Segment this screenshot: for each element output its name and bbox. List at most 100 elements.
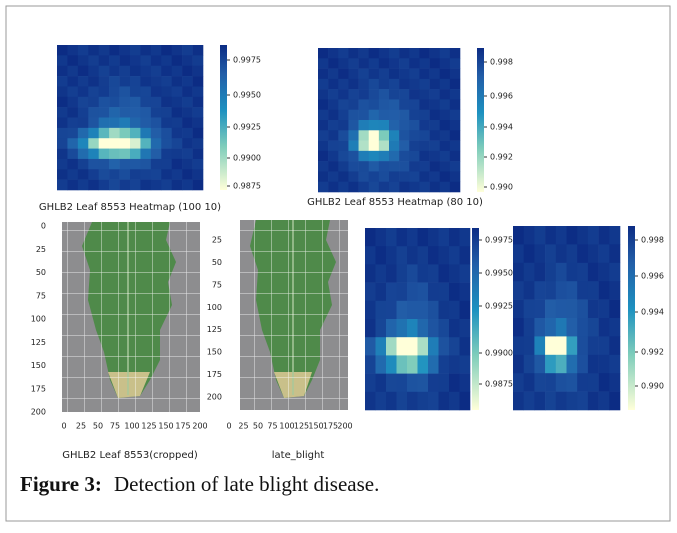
- heatmap-cell: [396, 246, 408, 265]
- heatmap-cell: [386, 373, 397, 393]
- heatmap-cell: [77, 76, 89, 87]
- heatmap-cell: [57, 179, 68, 191]
- heatmap-cell: [375, 355, 387, 374]
- heatmap-cell: [513, 226, 524, 245]
- heatmap-cell: [378, 68, 390, 80]
- heatmap-cell: [449, 120, 461, 131]
- heatmap-cell: [318, 89, 329, 100]
- heatmap-cell: [449, 246, 460, 265]
- heatmap-cell: [88, 45, 100, 56]
- heatmap-cell: [130, 55, 141, 67]
- heatmap-cell: [358, 109, 370, 121]
- heatmap-cell: [338, 78, 349, 90]
- heatmap-cell: [523, 336, 535, 356]
- heatmap-cell: [358, 99, 370, 111]
- heatmap-cell: [161, 179, 173, 191]
- heatmap-cell: [161, 107, 173, 118]
- heatmap-cell: [171, 107, 183, 118]
- heatmap-cell: [566, 336, 578, 356]
- heatmap-cell: [429, 130, 441, 141]
- heatmap-cell: [407, 391, 418, 411]
- heatmap-cell: [182, 76, 193, 87]
- heatmap-cell: [182, 55, 193, 67]
- heatmap-cell: [409, 99, 420, 111]
- heatmap-cell: [171, 158, 183, 170]
- heatmap-cell: [419, 89, 430, 100]
- heatmap-cell: [365, 282, 376, 302]
- heatmap-cell: [348, 58, 359, 69]
- heatmap-cell: [429, 48, 441, 59]
- heatmap-cell: [545, 391, 557, 411]
- heatmap-title: GHLB2 Leaf 8553 Heatmap (80 10): [307, 197, 483, 208]
- heatmap-cell: [459, 319, 471, 338]
- heatmap-cell: [459, 355, 471, 374]
- heatmap-cell: [161, 127, 173, 139]
- heatmap-cell: [555, 391, 567, 411]
- heatmap-cell: [348, 99, 359, 111]
- heatmap-cell: [428, 282, 439, 302]
- heatmap-cell: [598, 244, 610, 264]
- colorbar-tick-label: 0.990: [641, 382, 664, 391]
- heatmap-cell: [449, 181, 461, 193]
- heatmap-cell: [77, 117, 89, 129]
- heatmap-cell: [368, 140, 380, 152]
- heatmap-cell: [429, 109, 441, 121]
- colorbar-tick-label: 0.996: [641, 272, 664, 281]
- x-tick-label: 75: [110, 422, 120, 431]
- heatmap-cell: [150, 45, 162, 56]
- heatmap-cell: [109, 76, 120, 87]
- colorbar-tick-label: 0.9925: [485, 302, 513, 311]
- heatmap-cell: [587, 281, 599, 300]
- heatmap-cell: [140, 127, 152, 139]
- heatmap-cell: [182, 158, 193, 170]
- heatmap-cell: [192, 65, 204, 77]
- heatmap-cell: [428, 246, 439, 265]
- heatmap-cell: [368, 171, 380, 183]
- heatmap-cell: [328, 68, 339, 80]
- heatmap-cell: [439, 48, 451, 59]
- heatmap-cell: [161, 158, 173, 170]
- heatmap-cell: [513, 373, 524, 392]
- heatmap-cell: [545, 318, 557, 337]
- heatmap-cell: [98, 55, 110, 67]
- heatmap-cell: [459, 391, 471, 411]
- heatmap-cell: [182, 127, 193, 139]
- heatmap-cell: [140, 117, 152, 129]
- heatmap-cell: [161, 45, 173, 56]
- heatmap-cell: [419, 68, 430, 80]
- heatmap-cell: [119, 55, 131, 67]
- heatmap-cell: [192, 148, 204, 160]
- heatmap-cell: [365, 391, 376, 411]
- heatmap-cell: [57, 138, 68, 149]
- heatmap-cell: [417, 300, 429, 320]
- heatmap-cell: [358, 78, 370, 90]
- heatmap-cell: [375, 300, 387, 320]
- colorbar-tick-label: 0.9875: [485, 380, 513, 389]
- heatmap-cell: [318, 120, 329, 131]
- heatmap-cell: [399, 58, 410, 69]
- heatmap-cell: [348, 140, 359, 152]
- heatmap-cell: [318, 58, 329, 69]
- heatmap-cell: [399, 89, 410, 100]
- colorbar-tick-label: 0.998: [641, 236, 664, 245]
- heatmap-cell: [338, 161, 349, 172]
- heatmap-cell: [348, 109, 359, 121]
- heatmap-cell: [171, 179, 183, 191]
- heatmap-cell: [358, 130, 370, 141]
- heatmap-cell: [545, 244, 557, 264]
- heatmap-cell: [534, 226, 546, 245]
- heatmap-cell: [140, 138, 152, 149]
- heatmap-cell: [368, 48, 380, 59]
- heatmap-cell: [358, 48, 370, 59]
- heatmap-cell: [109, 55, 120, 67]
- heatmap-cell: [88, 158, 100, 170]
- heatmap-cell: [338, 140, 349, 152]
- heatmap-cell: [88, 96, 100, 108]
- heatmap-cell: [338, 48, 349, 59]
- heatmap-cell: [109, 148, 120, 160]
- heatmap-cell: [407, 246, 418, 265]
- heatmap-cell: [389, 89, 400, 100]
- heatmap-cell: [318, 78, 329, 90]
- heatmap-cell: [534, 354, 546, 374]
- heatmap-cell: [419, 130, 430, 141]
